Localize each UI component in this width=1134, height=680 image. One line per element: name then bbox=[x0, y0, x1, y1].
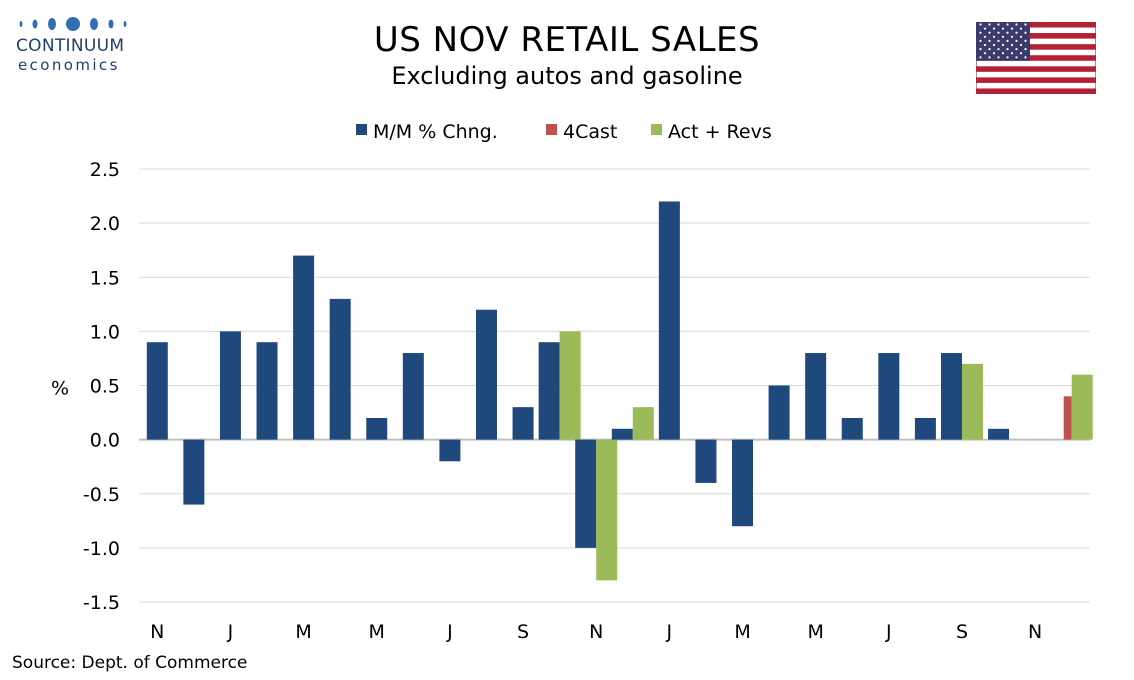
x-tick-label: N bbox=[1028, 621, 1042, 643]
legend: M/M % Chng. 4Cast Act + Revs bbox=[356, 121, 772, 143]
legend-swatch bbox=[356, 124, 367, 135]
y-axis-label: % bbox=[51, 378, 69, 400]
continuum-logo: CONTINUUM economics bbox=[14, 14, 134, 76]
logo-dots-icon bbox=[19, 17, 127, 31]
bar bbox=[632, 407, 654, 440]
x-tick-label: N bbox=[150, 621, 164, 643]
bar bbox=[768, 385, 790, 440]
bar bbox=[841, 417, 863, 440]
y-tick-label: 0.0 bbox=[90, 430, 120, 452]
bar bbox=[219, 331, 241, 440]
x-tick-label: S bbox=[517, 621, 529, 643]
us-flag-icon bbox=[976, 22, 1096, 94]
bar bbox=[475, 309, 497, 440]
bar bbox=[559, 331, 581, 440]
bar bbox=[961, 363, 983, 440]
y-tick-label: -0.5 bbox=[83, 484, 120, 506]
bar bbox=[575, 439, 597, 548]
bar bbox=[146, 342, 168, 440]
y-tick-label: 2.0 bbox=[90, 213, 120, 235]
bars bbox=[146, 201, 1093, 581]
bar bbox=[1071, 374, 1093, 440]
x-tick-label: S bbox=[956, 621, 968, 643]
logo-brand: CONTINUUM bbox=[16, 36, 125, 56]
y-tick-label: 2.5 bbox=[90, 159, 120, 181]
bar bbox=[596, 439, 618, 581]
bar bbox=[805, 353, 827, 440]
bar bbox=[293, 255, 315, 440]
source-note: Source: Dept. of Commerce bbox=[12, 653, 248, 673]
legend-label: M/M % Chng. bbox=[373, 121, 498, 143]
bar bbox=[611, 428, 633, 440]
y-tick-label: -1.0 bbox=[83, 538, 120, 560]
bar bbox=[878, 353, 900, 440]
bar bbox=[439, 439, 461, 462]
bar bbox=[940, 353, 962, 440]
bar bbox=[732, 439, 754, 527]
y-tick-label: 1.0 bbox=[90, 321, 120, 343]
x-tick-label: J bbox=[666, 621, 673, 643]
bar bbox=[256, 342, 278, 440]
bar bbox=[538, 342, 560, 440]
legend-swatch bbox=[651, 124, 662, 135]
y-tick-label: -1.5 bbox=[83, 592, 120, 614]
x-tick-label: M bbox=[807, 621, 823, 643]
legend-label: Act + Revs bbox=[668, 121, 772, 143]
x-tick-label: J bbox=[885, 621, 892, 643]
x-tick-label: N bbox=[589, 621, 603, 643]
chart-title: US NOV RETAIL SALES bbox=[373, 20, 761, 60]
logo-brand-sub: economics bbox=[18, 56, 120, 74]
bar bbox=[402, 353, 424, 440]
bar bbox=[658, 201, 680, 440]
bar bbox=[914, 417, 936, 440]
bar bbox=[1063, 396, 1072, 440]
x-tick-label: J bbox=[446, 621, 453, 643]
bar bbox=[512, 407, 534, 440]
x-tick-label: M bbox=[295, 621, 311, 643]
x-tick-label: M bbox=[734, 621, 750, 643]
bar bbox=[695, 439, 717, 483]
x-tick-label: J bbox=[227, 621, 234, 643]
bar bbox=[366, 417, 388, 440]
bar bbox=[988, 428, 1010, 440]
chart-subtitle: Excluding autos and gasoline bbox=[391, 62, 743, 90]
x-tick-label: M bbox=[369, 621, 385, 643]
bar bbox=[329, 298, 351, 440]
bar bbox=[183, 439, 205, 505]
axes: 2.5 2.0 1.5 1.0 0.5 0.0 -0.5 -1.0 -1.5% N J M M J S N J M… bbox=[51, 159, 1042, 643]
legend-swatch bbox=[546, 124, 557, 135]
legend-label: 4Cast bbox=[563, 121, 617, 143]
y-tick-label: 1.5 bbox=[90, 267, 120, 289]
y-tick-label: 0.5 bbox=[90, 376, 120, 398]
